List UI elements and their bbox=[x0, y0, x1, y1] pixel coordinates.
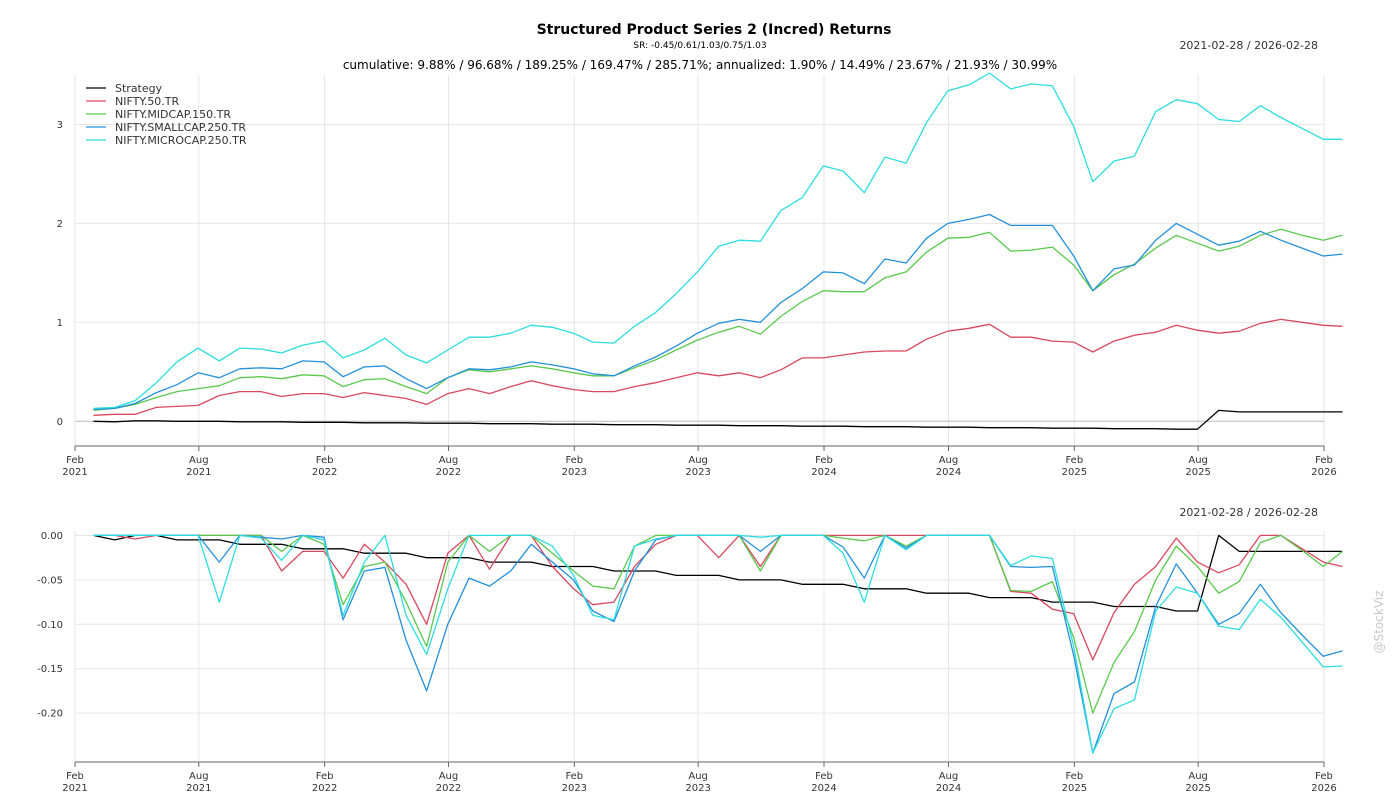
x-tick-label-month: Aug bbox=[939, 455, 959, 466]
chart-legend: StrategyNIFTY.50.TRNIFTY.MIDCAP.150.TRNI… bbox=[86, 82, 247, 147]
legend-label: NIFTY.SMALLCAP.250.TR bbox=[115, 121, 246, 134]
x-tick-label-month: Feb bbox=[1065, 455, 1083, 466]
x-tick-label-year: 2026 bbox=[1311, 467, 1336, 478]
x-tick-label-month: Aug bbox=[439, 455, 459, 466]
chart-subtitle: SR: -0.45/0.61/1.03/0.75/1.03 bbox=[633, 41, 766, 51]
bottom-date-range: 2021-02-28 / 2026-02-28 bbox=[1179, 506, 1318, 519]
watermark: @StockViz bbox=[1372, 591, 1386, 654]
x-tick-label-year: 2023 bbox=[685, 467, 710, 478]
drawdown-y-axis: 0.00 -0.05 -0.10 -0.15 -0.20 bbox=[37, 531, 63, 720]
x-tick-label-year: 2024 bbox=[811, 783, 836, 794]
x-tick-label-year: 2021 bbox=[186, 783, 211, 794]
x-tick-label-month: Aug bbox=[939, 771, 959, 782]
x-tick-label-month: Feb bbox=[565, 771, 583, 782]
x-tick-label-month: Feb bbox=[815, 771, 833, 782]
y-tick-label: 1 bbox=[57, 318, 63, 329]
series-line-nifty-smallcap-250-tr bbox=[93, 213, 1343, 411]
x-tick-label-month: Aug bbox=[189, 455, 209, 466]
drawdown-panel: Feb2021Aug2021Feb2022Aug2022Feb2023Aug20… bbox=[37, 531, 1343, 794]
y-tick-label: 2 bbox=[57, 219, 63, 230]
legend-label: NIFTY.MIDCAP.150.TR bbox=[115, 108, 231, 121]
series-line-nifty-midcap-150-tr bbox=[93, 228, 1343, 412]
top-date-range: 2021-02-28 / 2026-02-28 bbox=[1179, 39, 1318, 52]
x-tick-label-year: 2023 bbox=[562, 783, 587, 794]
series-line-nifty-microcap-250-tr bbox=[93, 72, 1343, 410]
series-line-nifty-50-tr bbox=[93, 534, 1343, 661]
y-tick-label: -0.05 bbox=[37, 575, 63, 586]
y-tick-label: -0.10 bbox=[37, 620, 63, 631]
y-tick-label: 3 bbox=[57, 120, 63, 131]
x-tick-label-month: Feb bbox=[1065, 771, 1083, 782]
x-tick-label-month: Aug bbox=[189, 771, 209, 782]
x-tick-label-month: Feb bbox=[66, 455, 84, 466]
x-tick-label-month: Feb bbox=[1315, 455, 1333, 466]
series-line-nifty-smallcap-250-tr bbox=[93, 534, 1343, 754]
x-tick-label-year: 2024 bbox=[811, 467, 836, 478]
x-tick-label-year: 2021 bbox=[186, 467, 211, 478]
x-tick-label-year: 2022 bbox=[312, 467, 337, 478]
x-tick-label-month: Aug bbox=[688, 771, 708, 782]
legend-label: NIFTY.50.TR bbox=[115, 95, 180, 108]
y-tick-label: -0.15 bbox=[37, 664, 63, 675]
chart-summary: cumulative: 9.88% / 96.68% / 189.25% / 1… bbox=[343, 58, 1057, 72]
returns-panel: Feb2021Aug2021Feb2022Aug2022Feb2023Aug20… bbox=[57, 72, 1343, 478]
y-tick-label: 0 bbox=[57, 417, 63, 428]
x-tick-label-month: Aug bbox=[439, 771, 459, 782]
returns-lines bbox=[93, 72, 1343, 430]
series-line-nifty-50-tr bbox=[93, 318, 1343, 416]
series-line-strategy bbox=[93, 409, 1343, 430]
x-tick-label-month: Feb bbox=[66, 771, 84, 782]
x-tick-label-year: 2025 bbox=[1062, 783, 1087, 794]
series-line-nifty-microcap-250-tr bbox=[93, 534, 1343, 754]
x-tick-label-year: 2021 bbox=[62, 783, 87, 794]
x-tick-label-month: Aug bbox=[1188, 455, 1208, 466]
drawdown-lines bbox=[93, 534, 1343, 754]
x-tick-label-month: Feb bbox=[815, 455, 833, 466]
x-tick-label-year: 2021 bbox=[62, 467, 87, 478]
legend-label: Strategy bbox=[115, 82, 163, 95]
y-tick-label: -0.20 bbox=[37, 709, 63, 720]
x-tick-label-year: 2022 bbox=[436, 783, 461, 794]
x-tick-label-year: 2022 bbox=[312, 783, 337, 794]
chart-title: Structured Product Series 2 (Incred) Ret… bbox=[537, 22, 892, 38]
x-tick-label-month: Feb bbox=[316, 771, 334, 782]
returns-grid bbox=[74, 75, 1325, 446]
returns-x-axis: Feb2021Aug2021Feb2022Aug2022Feb2023Aug20… bbox=[62, 445, 1337, 478]
x-tick-label-year: 2025 bbox=[1185, 783, 1210, 794]
x-tick-label-year: 2026 bbox=[1311, 783, 1336, 794]
returns-y-axis: 0 1 2 3 bbox=[57, 120, 63, 428]
series-line-strategy bbox=[93, 534, 1343, 612]
legend-label: NIFTY.MICROCAP.250.TR bbox=[115, 134, 247, 147]
x-tick-label-month: Feb bbox=[1315, 771, 1333, 782]
x-tick-label-year: 2025 bbox=[1062, 467, 1087, 478]
x-tick-label-year: 2025 bbox=[1185, 467, 1210, 478]
x-tick-label-month: Feb bbox=[565, 455, 583, 466]
x-tick-label-year: 2023 bbox=[685, 783, 710, 794]
x-tick-label-month: Feb bbox=[316, 455, 334, 466]
drawdown-x-axis: Feb2021Aug2021Feb2022Aug2022Feb2023Aug20… bbox=[62, 761, 1337, 794]
drawdown-grid bbox=[74, 531, 1325, 762]
x-tick-label-month: Aug bbox=[1188, 771, 1208, 782]
x-tick-label-year: 2024 bbox=[936, 467, 961, 478]
x-tick-label-year: 2022 bbox=[436, 467, 461, 478]
x-tick-label-month: Aug bbox=[688, 455, 708, 466]
x-tick-label-year: 2024 bbox=[936, 783, 961, 794]
y-tick-label: 0.00 bbox=[41, 531, 63, 542]
x-tick-label-year: 2023 bbox=[562, 467, 587, 478]
